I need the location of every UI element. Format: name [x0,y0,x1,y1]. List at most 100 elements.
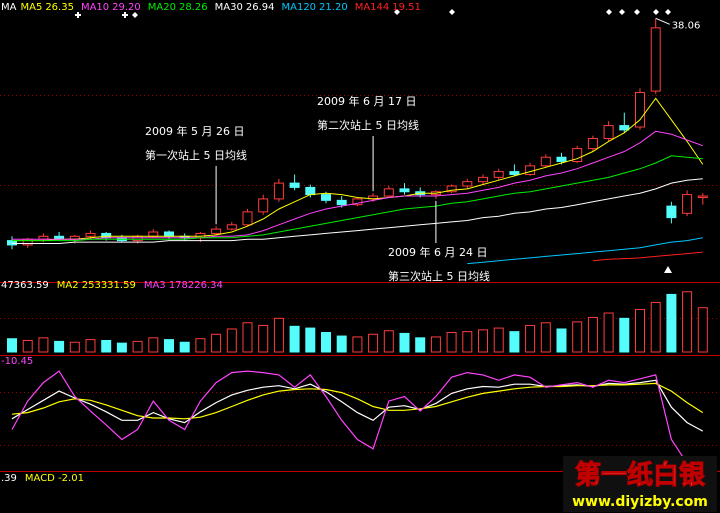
marker [132,12,138,18]
candle-body [556,156,567,163]
marker [449,9,455,15]
legend-name: MA120 [281,2,316,13]
legend-name: MA30 [215,2,243,13]
legend-name: MA144 [355,2,390,13]
volume-bar [336,335,347,353]
legend-value: 26.35 [45,2,74,13]
panel-header: MA2 253331.59 [57,280,136,291]
legend-value: 28.26 [179,2,208,13]
candle-body [603,125,614,140]
candle-body [164,231,174,237]
panel-header: .39 [1,473,17,484]
candle-body [132,235,143,242]
watermark-title: 第一纸白银 [575,460,706,491]
candle-body [273,182,284,200]
candle-body [462,181,473,187]
annotation-text: 第二次站上 5 日均线 [317,118,419,132]
volume-bar [211,333,222,353]
volume-bar [54,340,65,353]
marker [394,9,400,15]
panel-header: 47363.59 [1,280,49,291]
candle-body [587,138,598,150]
volume-bar [587,316,598,353]
candle-body [148,231,159,237]
marker [665,9,671,15]
volume-bar [603,312,614,353]
candle-body [211,228,222,234]
volume-bar [556,328,567,353]
candle-body [22,238,33,246]
line [592,251,703,262]
volume-bar [164,339,174,353]
volume-bar [682,291,693,353]
candle-body [242,211,253,226]
candle-body [635,92,645,128]
line [12,97,704,242]
legend-name: MA10 [81,2,109,13]
volume-bar [85,339,96,353]
volume-bar [148,337,159,353]
candle-body [336,199,347,206]
marker [634,9,640,15]
volume-bar [525,324,536,353]
max-leader [655,17,670,25]
watermark-box [563,456,717,512]
volume-bar [69,341,80,353]
volume-bar [289,325,300,353]
candle-body [258,198,269,213]
volume-bar [38,337,49,353]
volume-bar [666,293,677,353]
volume-bar [101,339,112,353]
volume-bar [273,317,284,353]
volume-bar [132,340,143,353]
candle-body [697,195,708,198]
volume-bar [116,342,127,353]
candle-body [101,232,112,239]
legend-name: MA20 [148,2,176,13]
annotation-date: 2009 年 6 月 24 日 [388,245,487,259]
volume-bar [540,322,551,353]
volume-bar [7,338,17,353]
volume-bar [478,329,488,353]
candle-body [399,188,410,193]
event-markers [75,9,672,273]
volume-bar [195,338,206,353]
candle-body [650,27,661,92]
volume-bar [619,317,630,353]
panel-header: -10.45 [1,356,33,367]
candle-body [383,188,394,197]
volume-bar [305,327,316,353]
candle-body [525,165,536,175]
line [12,130,703,240]
candle-body [572,148,583,163]
legend-value: 19.51 [392,2,421,13]
panel-header: MACD -2.01 [25,473,84,484]
candle-body [7,240,17,246]
volume-bar [352,336,363,353]
marker [653,9,659,15]
watermark: 第一纸白银 www.diyizby.com [563,456,717,512]
candle-body [85,232,96,237]
volume-bar [383,330,394,353]
candle-body [619,125,630,131]
volume-bar [446,332,457,353]
legend-value: 29.20 [112,2,141,13]
line [12,178,703,244]
volume-bar [242,322,253,353]
volume-bar [430,336,441,353]
candle-body [321,194,331,201]
line [467,237,703,265]
candle-body [226,224,237,230]
watermark-url: www.diyizby.com [572,494,708,510]
volume-bar [179,341,190,353]
candle-body [509,171,520,175]
candle-body [666,205,677,219]
volume-bar [697,307,708,353]
annotation-date: 2009 年 6 月 17 日 [317,94,416,108]
candle-body [493,171,504,178]
candle-body [352,198,363,206]
legend-name: MA5 [20,2,42,13]
legend-prefix: MA [1,2,17,13]
